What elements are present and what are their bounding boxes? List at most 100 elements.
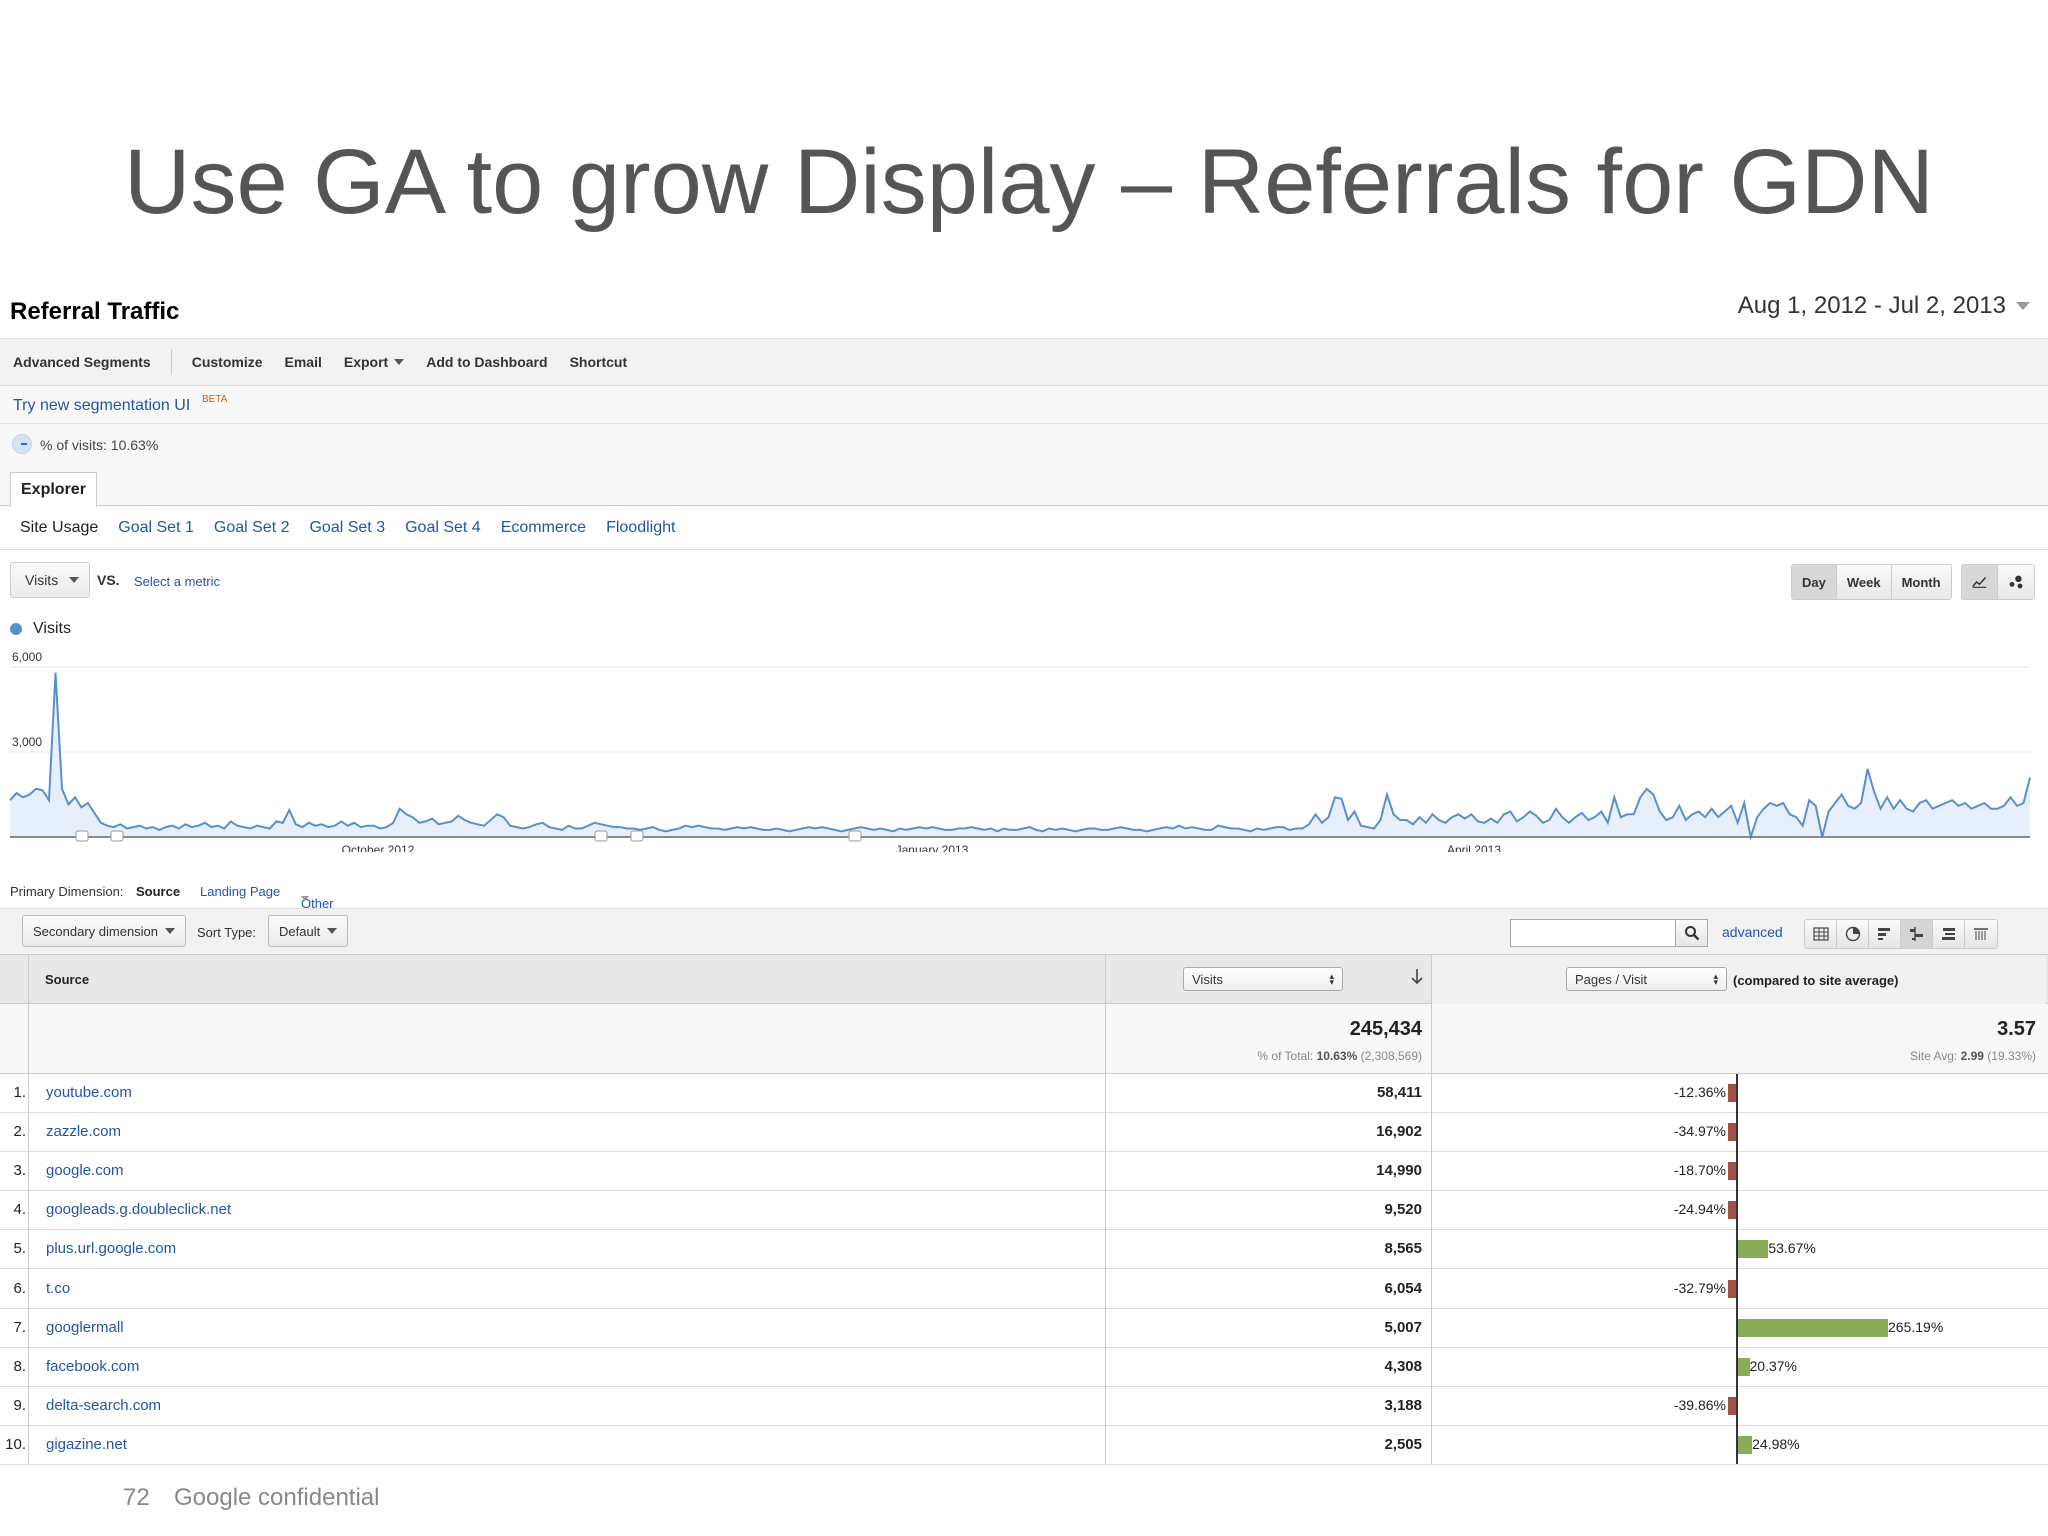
visits-value: 8,565: [1384, 1240, 1422, 1258]
comparison-percent: -12.36%: [1673, 1084, 1726, 1100]
positive-comparison-bar: [1738, 1318, 1888, 1337]
visits-column-select[interactable]: Visits ▴ ▾: [1183, 967, 1343, 991]
date-range-text: Aug 1, 2012 - Jul 2, 2013: [1737, 292, 2006, 319]
dimension-landing-page[interactable]: Landing Page: [200, 884, 281, 899]
day-button[interactable]: Day: [1792, 565, 1837, 599]
pie-view-icon[interactable]: [1837, 920, 1869, 948]
column-header-source[interactable]: Source: [45, 972, 90, 987]
advanced-segments-button[interactable]: Advanced Segments: [13, 354, 151, 370]
negative-comparison-bar: [1728, 1123, 1736, 1142]
motion-chart-icon[interactable]: [1998, 565, 2034, 599]
data-table-view-icon[interactable]: [1805, 920, 1837, 948]
visits-value: 3,188: [1384, 1396, 1422, 1414]
negative-comparison-bar: [1728, 1162, 1736, 1181]
source-link[interactable]: t.co: [46, 1279, 71, 1297]
tab-goal-set-4[interactable]: Goal Set 4: [405, 518, 481, 536]
source-link[interactable]: plus.url.google.com: [46, 1240, 177, 1258]
month-button[interactable]: Month: [1891, 565, 1951, 599]
annotation-marker-icon[interactable]: [110, 830, 124, 842]
sort-type-select[interactable]: Default: [268, 915, 348, 947]
negative-comparison-bar: [1728, 1084, 1736, 1102]
report-header: Referral Traffic Aug 1, 2012 - Jul 2, 20…: [0, 282, 2048, 338]
dimension-other-label: Other: [301, 896, 334, 911]
source-link[interactable]: zazzle.com: [46, 1123, 122, 1141]
source-link[interactable]: googlermall: [46, 1318, 124, 1336]
table-row: 7. googlermall 5,007 265.19%: [0, 1308, 2048, 1348]
customize-button[interactable]: Customize: [191, 354, 263, 370]
source-link[interactable]: delta-search.com: [46, 1396, 162, 1414]
comparison-percent: -24.94%: [1673, 1201, 1726, 1218]
site-average: Site Avg: 2.99 (19.33%): [1910, 1049, 2036, 1063]
pv-column-select[interactable]: Pages / Visit ▴ ▾: [1566, 967, 1727, 991]
comparison-percent: 265.19%: [1888, 1318, 1944, 1335]
visits-value: 14,990: [1376, 1162, 1422, 1180]
x-tick-label: January 2013: [896, 843, 969, 852]
annotation-marker-icon[interactable]: [75, 830, 89, 842]
comparison-view-icon[interactable]: [1901, 920, 1933, 948]
chevron-down-icon: [301, 896, 309, 901]
negative-comparison-bar: [1728, 1201, 1736, 1220]
pct-of-total-count: (2,308,569): [1360, 1049, 1422, 1063]
annotation-marker-icon[interactable]: [630, 830, 644, 842]
secondary-dimension-label: Secondary dimension: [33, 923, 159, 939]
row-index: 9.: [13, 1396, 26, 1414]
table-search-input[interactable]: [1510, 919, 1676, 947]
comparison-baseline: [1736, 1074, 1738, 1464]
tab-site-usage[interactable]: Site Usage: [20, 518, 99, 536]
annotation-marker-icon[interactable]: [848, 830, 862, 842]
week-button[interactable]: Week: [1836, 565, 1892, 599]
row-index: 3.: [13, 1162, 26, 1180]
line-chart-icon[interactable]: [1962, 565, 1998, 599]
source-link[interactable]: google.com: [46, 1162, 124, 1180]
visits-value: 5,007: [1384, 1318, 1422, 1336]
export-button[interactable]: Export: [343, 354, 405, 370]
dimension-source[interactable]: Source: [136, 884, 181, 899]
comparison-percent: -18.70%: [1673, 1162, 1726, 1179]
source-link[interactable]: facebook.com: [46, 1357, 140, 1375]
visits-column-divider: [1105, 954, 1106, 1464]
tab-goal-set-3[interactable]: Goal Set 3: [309, 518, 386, 536]
x-tick-label: October 2012: [342, 843, 415, 852]
metric-select[interactable]: Visits: [10, 562, 90, 598]
visits-chart-svg: 6,000 3,000 October 2012 January 2013 April …: [9, 650, 2031, 852]
email-button[interactable]: Email: [284, 354, 322, 370]
term-cloud-view-icon[interactable]: [1933, 920, 1965, 948]
annotation-marker-icon[interactable]: [594, 830, 608, 842]
source-link[interactable]: youtube.com: [46, 1084, 132, 1101]
sort-descending-icon[interactable]: [1410, 968, 1424, 991]
segmentation-row: Try new segmentation UI BETA: [0, 386, 2048, 424]
table-row: 2. zazzle.com 16,902 -34.97%: [0, 1113, 2048, 1153]
comparison-percent: 20.37%: [1749, 1357, 1797, 1374]
tab-explorer[interactable]: Explorer: [10, 472, 97, 507]
tab-floodlight[interactable]: Floodlight: [606, 518, 676, 536]
pivot-view-icon[interactable]: [1965, 920, 1997, 948]
shortcut-button[interactable]: Shortcut: [569, 354, 628, 370]
table-row: 5. plus.url.google.com 8,565 53.67%: [0, 1230, 2048, 1270]
tab-goal-set-1[interactable]: Goal Set 1: [118, 518, 194, 536]
source-link[interactable]: googleads.g.doubleclick.net: [46, 1201, 232, 1219]
add-to-dashboard-button[interactable]: Add to Dashboard: [426, 354, 548, 370]
performance-view-icon[interactable]: [1869, 920, 1901, 948]
select-metric-link[interactable]: Select a metric: [134, 574, 220, 589]
chart-legend: Visits: [10, 620, 71, 638]
primary-dimension-row: Primary Dimension: Source Landing Page O…: [0, 872, 2048, 911]
site-avg-delta: (19.33%): [1987, 1049, 2036, 1063]
tab-goal-set-2[interactable]: Goal Set 2: [213, 518, 290, 536]
table-summary: 245,434 % of Total: 10.63% (2,308,569) 3…: [0, 1004, 2048, 1074]
try-segmentation-link[interactable]: Try new segmentation UI: [13, 397, 191, 414]
tab-ecommerce[interactable]: Ecommerce: [500, 518, 587, 536]
site-avg-label: Site Avg:: [1910, 1049, 1961, 1063]
segment-summary: % of visits: 10.63%: [0, 424, 2048, 464]
up-down-arrows-icon: ▴ ▾: [1713, 971, 1718, 987]
y-tick-label: 6,000: [12, 650, 42, 664]
export-label: Export: [343, 354, 389, 370]
comparison-percent: 53.67%: [1768, 1240, 1816, 1257]
source-link[interactable]: gigazine.net: [46, 1435, 127, 1453]
search-button[interactable]: [1676, 919, 1708, 947]
table-row: 1. youtube.com 58,411 -12.36%: [0, 1074, 2048, 1113]
advanced-filter-link[interactable]: advanced: [1722, 924, 1783, 940]
date-range-picker[interactable]: Aug 1, 2012 - Jul 2, 2013: [1738, 292, 2030, 320]
secondary-dimension-select[interactable]: Secondary dimension: [22, 915, 186, 947]
pie-slice-mark: [21, 443, 27, 445]
